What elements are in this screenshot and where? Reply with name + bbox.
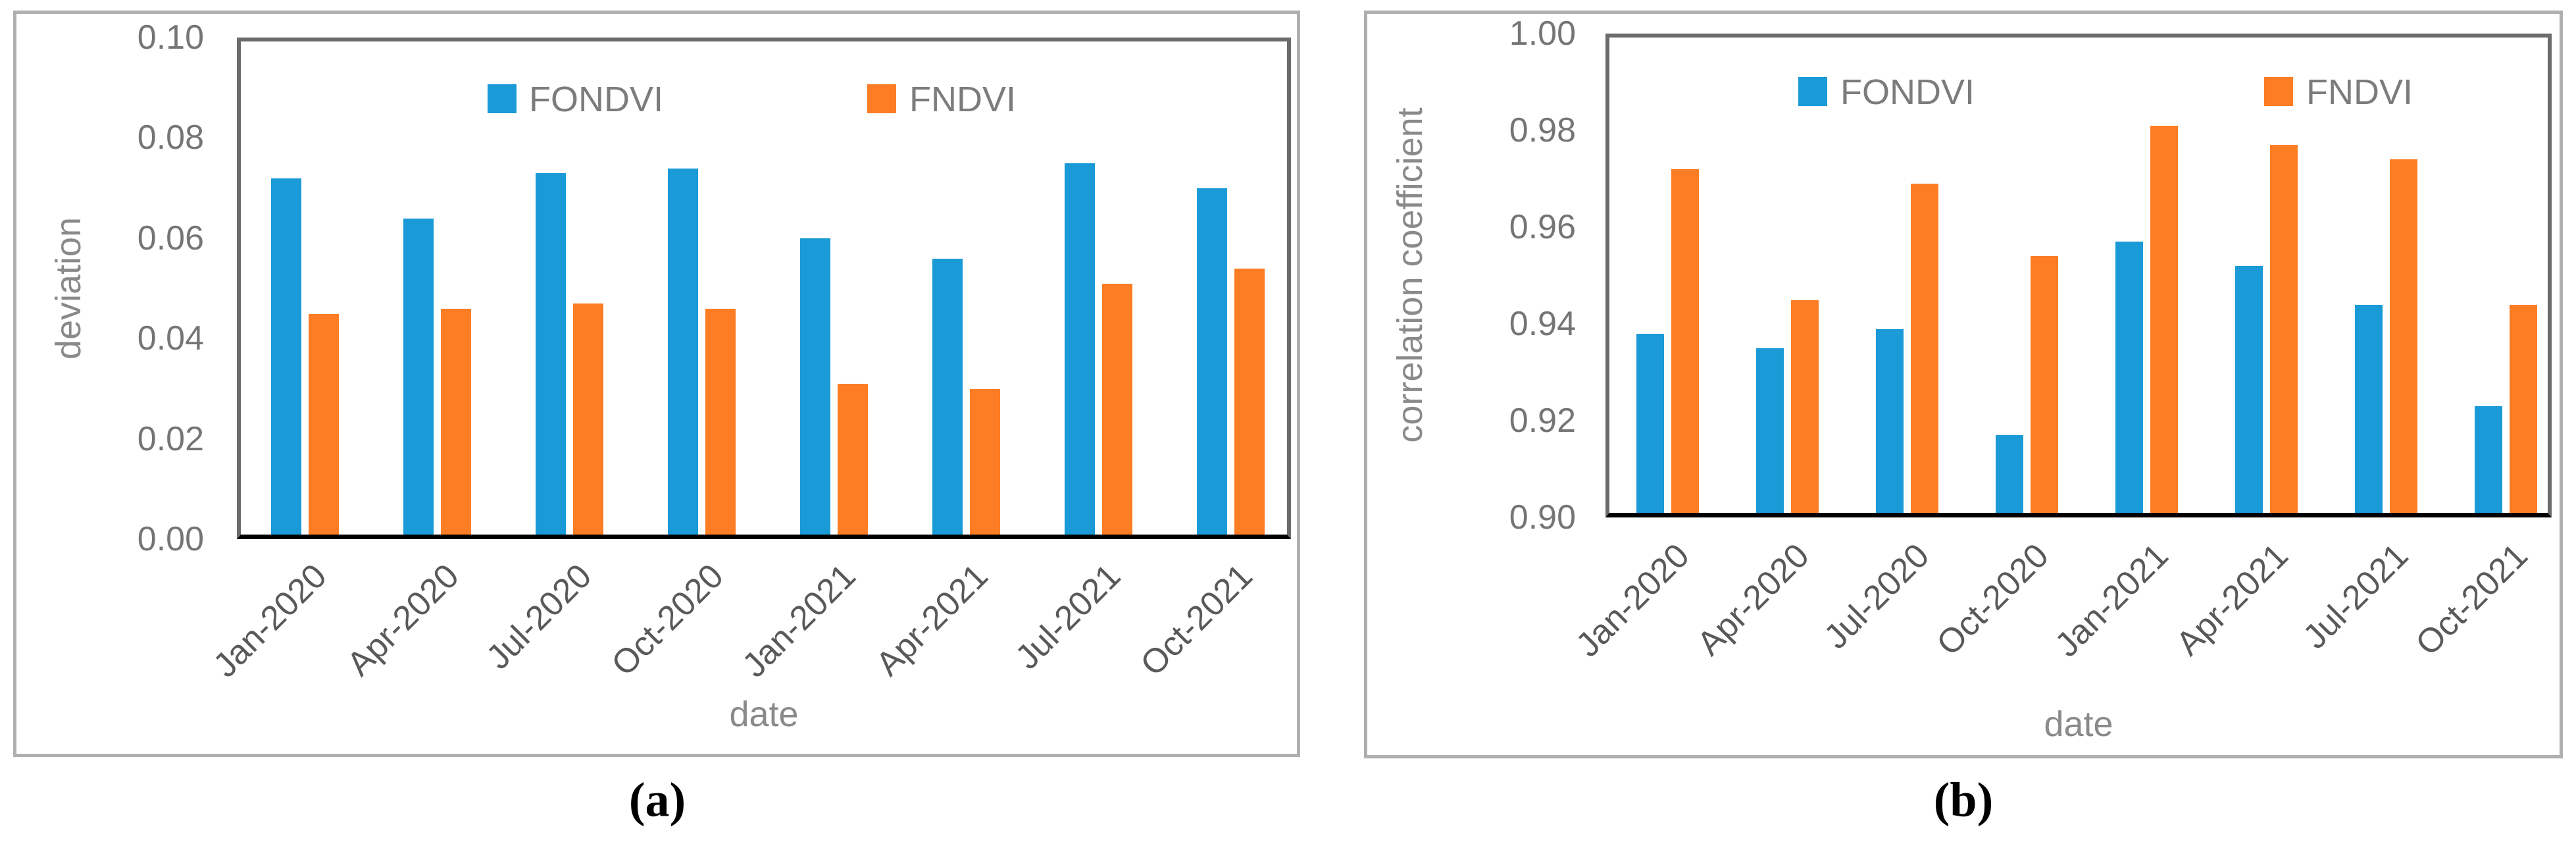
bar-fondvi-jan-2021: [2115, 242, 2143, 513]
panel-a-x-axis-title: date: [729, 695, 799, 734]
x-tick-label: Oct-2020: [1929, 536, 2056, 664]
bar-fndvi-apr-2020: [1791, 300, 1819, 513]
y-tick-label: 0.90: [1509, 498, 1576, 537]
bar-fondvi-jan-2020: [271, 178, 301, 535]
caption-a: (a): [628, 773, 686, 828]
bar-fondvi-oct-2021: [2475, 406, 2502, 513]
y-tick-label: 0.04: [137, 319, 204, 358]
y-tick-label: 0.02: [137, 419, 204, 458]
x-tick-label: Apr-2020: [340, 556, 467, 684]
bar-fondvi-apr-2021: [2235, 266, 2263, 513]
bar-fndvi-oct-2021: [2510, 305, 2537, 513]
legend-label-fondvi: FONDVI: [529, 80, 664, 119]
bar-fndvi-apr-2021: [970, 389, 1000, 535]
x-tick-label: Jul-2021: [1007, 556, 1128, 677]
bar-fondvi-jan-2021: [800, 238, 830, 535]
y-tick-label: 0.98: [1509, 111, 1576, 149]
bar-fndvi-apr-2021: [2270, 145, 2298, 513]
y-tick-label: 0.10: [137, 18, 204, 57]
y-tick-label: 0.08: [137, 118, 204, 157]
y-tick-label: 0.00: [137, 520, 204, 558]
bar-fondvi-jul-2021: [2355, 305, 2383, 513]
panel-b: correlation coefficient 1.00 0.98 0.96 0.94…: [1364, 11, 2563, 758]
bar-fondvi-apr-2020: [403, 219, 434, 535]
x-tick-label: Jul-2021: [2295, 536, 2415, 656]
panel-a: deviation 0.10 0.08 0.06 0.04 0.02 0.00 FONDV…: [13, 11, 1300, 757]
x-tick-label: Apr-2021: [869, 556, 996, 684]
legend-label-fndvi: FNDVI: [909, 80, 1016, 119]
bar-fondvi-oct-2020: [668, 169, 698, 535]
y-tick-label: 0.06: [137, 219, 204, 257]
legend-swatch-fndvi-icon: [2264, 77, 2293, 106]
legend-label-fndvi: FNDVI: [2306, 72, 2413, 112]
bar-fondvi-apr-2021: [932, 259, 963, 535]
panel-b-bars: [1609, 38, 2548, 513]
bar-fndvi-jan-2021: [2150, 126, 2178, 513]
x-tick-label: Apr-2021: [2169, 536, 2296, 664]
caption-b: (b): [1933, 773, 1994, 828]
bar-fndvi-oct-2020: [705, 309, 736, 535]
x-tick-label: Apr-2020: [1690, 536, 1817, 664]
bar-fondvi-apr-2020: [1756, 348, 1784, 513]
bar-fndvi-oct-2020: [2031, 256, 2058, 513]
bar-fondvi-oct-2020: [1996, 435, 2023, 513]
x-tick-label: Oct-2021: [2408, 536, 2535, 664]
x-tick-label: Jan-2021: [2048, 536, 2176, 665]
panel-b-plot-area: [1605, 34, 2552, 517]
bar-fndvi-jan-2020: [309, 314, 339, 535]
legend-swatch-fndvi-icon: [867, 84, 896, 113]
bar-fondvi-jul-2021: [1065, 163, 1095, 535]
bar-fndvi-oct-2021: [1234, 269, 1265, 535]
panel-b-y-axis-title: correlation coefficient: [1390, 107, 1430, 443]
x-tick-label: Jan-2020: [1569, 536, 1697, 665]
x-tick-label: Jan-2020: [206, 556, 334, 685]
x-tick-label: Oct-2021: [1133, 556, 1260, 684]
bar-fndvi-jan-2021: [838, 384, 868, 535]
panel-a-y-axis-title: deviation: [49, 217, 88, 360]
bar-fndvi-jul-2020: [573, 303, 603, 535]
bar-fndvi-jul-2020: [1911, 184, 1938, 513]
bar-fndvi-jul-2021: [2390, 159, 2417, 513]
legend-swatch-fondvi-icon: [488, 84, 517, 113]
legend-label-fondvi: FONDVI: [1840, 72, 1975, 112]
panel-a-plot-area: [237, 38, 1291, 539]
y-tick-label: 0.94: [1509, 305, 1576, 343]
y-tick-label: 1.00: [1509, 14, 1576, 53]
bar-fondvi-jan-2020: [1636, 334, 1664, 513]
x-tick-label: Jan-2021: [735, 556, 863, 685]
bar-fondvi-jul-2020: [536, 173, 566, 535]
bar-fndvi-apr-2020: [441, 309, 471, 535]
bar-fondvi-jul-2020: [1876, 329, 1904, 513]
x-tick-label: Jul-2020: [1816, 536, 1936, 656]
x-tick-label: Jul-2020: [478, 556, 599, 677]
legend-swatch-fondvi-icon: [1798, 77, 1827, 106]
y-tick-label: 0.96: [1509, 208, 1576, 246]
bar-fndvi-jul-2021: [1102, 284, 1132, 535]
bar-fndvi-jan-2020: [1671, 169, 1699, 513]
panel-b-x-axis-title: date: [2044, 704, 2113, 744]
y-tick-label: 0.92: [1509, 402, 1576, 440]
panel-a-bars: [241, 41, 1287, 535]
x-tick-label: Oct-2020: [604, 556, 731, 684]
bar-fondvi-oct-2021: [1197, 188, 1227, 535]
